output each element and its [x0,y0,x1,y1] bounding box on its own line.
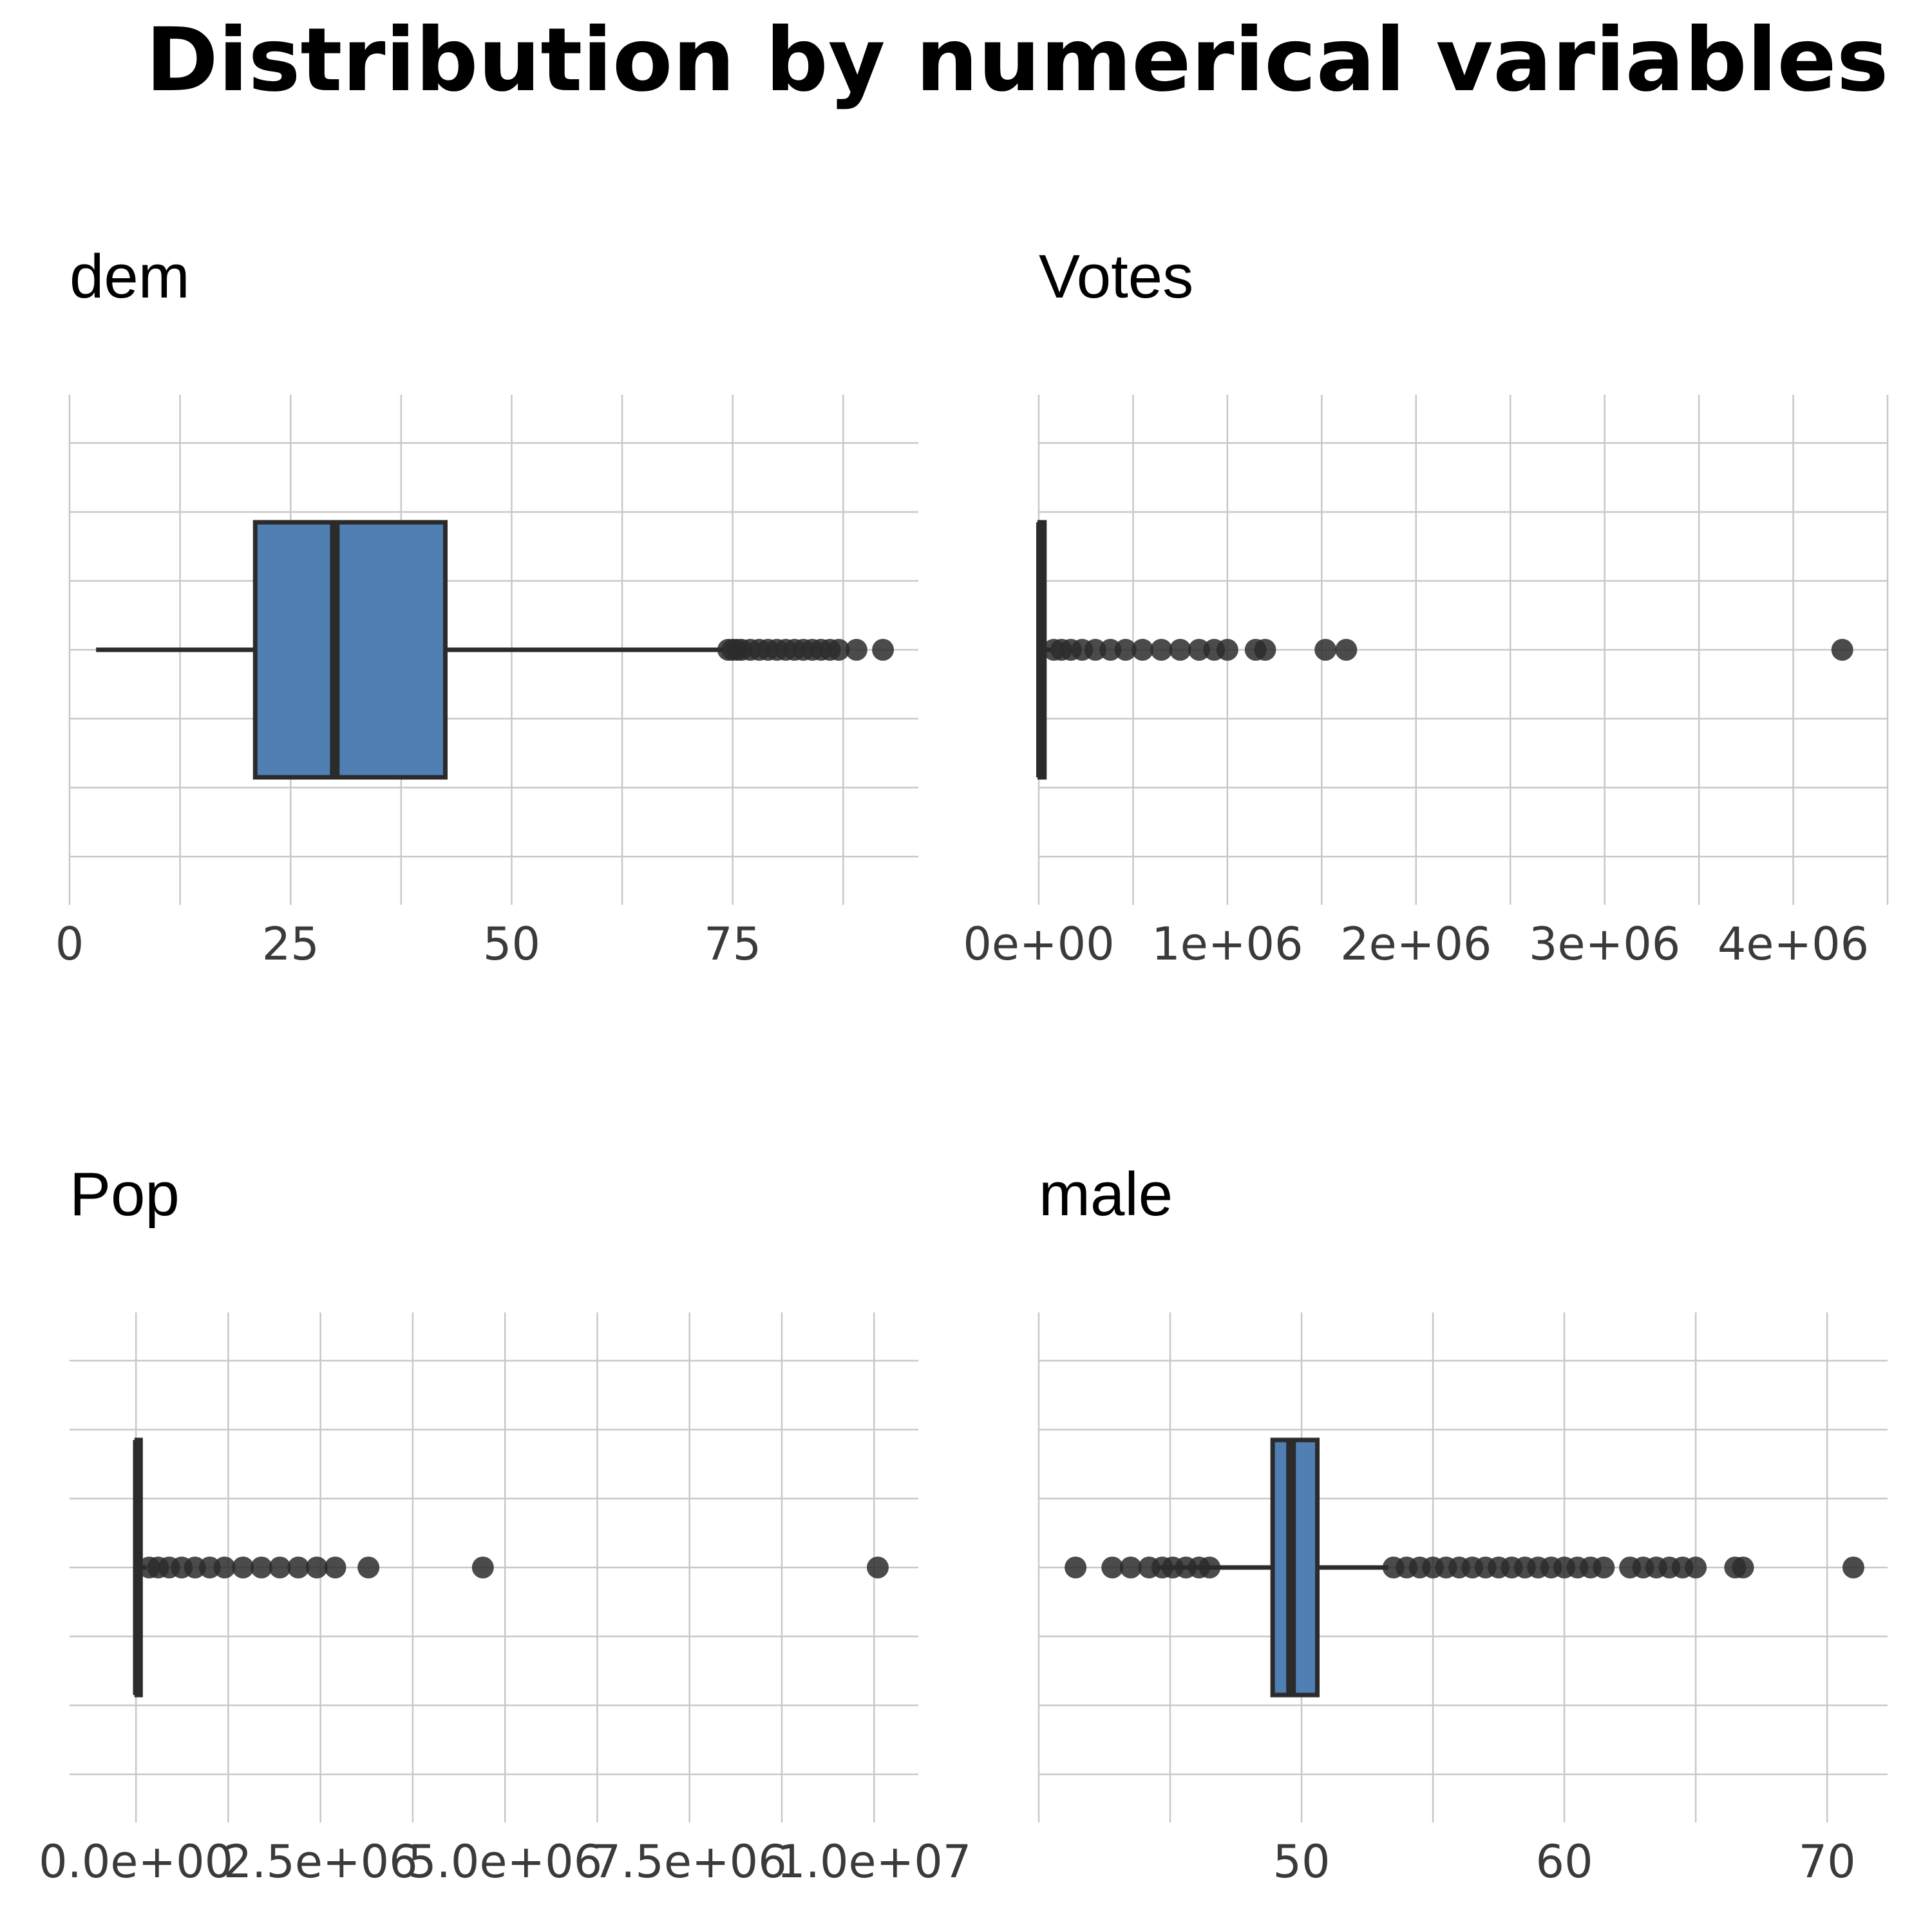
outlier-point [213,1557,236,1578]
outlier-point [357,1557,380,1578]
x-tick-label: 1e+06 [1151,918,1303,971]
x-tick-label: 2e+06 [1340,918,1492,971]
panel-male: male 50 60 70 [1037,1160,1888,1888]
x-tick-label: 0 [55,918,84,971]
outlier-point [324,1557,346,1578]
outlier-point [1842,1557,1864,1578]
outlier-point [1099,639,1122,661]
outlier-point [269,1557,291,1578]
panel-votes: Votes 0e+00 1e+06 2e+06 3e+06 4e+06 [963,242,1889,971]
outlier-point [1198,1557,1221,1578]
outlier-point [1101,1557,1124,1578]
x-tick-label: 50 [1273,1835,1331,1888]
x-tick-label: 25 [262,918,319,971]
x-tick-label: 60 [1536,1835,1593,1888]
outlier-point [1119,1557,1142,1578]
outlier-point [1216,639,1238,661]
outlier-point [1593,1557,1615,1578]
x-tick-label: 50 [483,918,540,971]
outlier-point [232,1557,254,1578]
x-tick-label: 1.0e+07 [777,1835,971,1888]
panel-title: male [1039,1160,1173,1229]
outlier-point [1114,639,1137,661]
outlier-point [1732,1557,1754,1578]
outlier-point [250,1557,272,1578]
panel-pop: Pop 0.0e+002.5e+065.0e+067.5e+061.0e+07 [39,1160,971,1888]
x-tick-label: 7.5e+06 [592,1835,787,1888]
main-title: Distribution by numerical variables [146,10,1889,111]
outlier-point [1132,639,1154,661]
x-tick-label: 2.5e+06 [223,1835,418,1888]
outlier-point [1065,1557,1087,1578]
outlier-point [1188,639,1210,661]
outlier-point [1831,639,1853,661]
x-tick-label: 0.0e+00 [39,1835,233,1888]
outlier-point [1314,639,1337,661]
outlier-point [828,639,850,661]
x-tick-label: 3e+06 [1529,918,1680,971]
outlier-point [1254,639,1276,661]
outlier-point [1685,1557,1707,1578]
panel-title: Pop [70,1160,180,1229]
outlier-point [287,1557,310,1578]
x-tick-label: 70 [1799,1835,1856,1888]
outlier-point [1169,639,1191,661]
panel-title: dem [70,242,190,311]
outlier-point [1150,639,1173,661]
panel-dem: dem 0 25 50 75 [55,242,918,971]
panel-title: Votes [1039,242,1193,311]
x-tick-label: 0e+00 [963,918,1114,971]
x-tick-label: 75 [704,918,761,971]
x-tick-label: 4e+06 [1718,918,1869,971]
outlier-point [866,1557,889,1578]
outlier-point [471,1557,494,1578]
outlier-point [305,1557,328,1578]
box-iqr [252,520,448,780]
outlier-point [1335,639,1358,661]
outlier-point [872,639,895,661]
x-tick-label: 5.0e+06 [408,1835,602,1888]
outlier-point [845,639,867,661]
outlier-point [1084,639,1106,661]
